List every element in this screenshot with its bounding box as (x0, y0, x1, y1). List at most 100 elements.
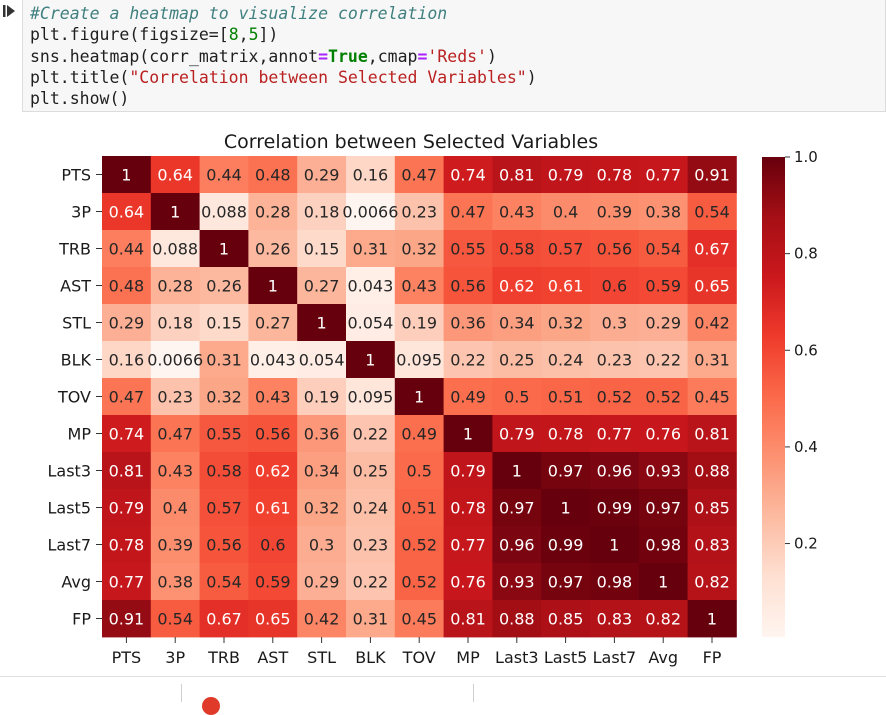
cell-annotation: 0.47 (109, 388, 145, 407)
heatmap-cell (638, 415, 688, 453)
cell-annotation: 0.22 (450, 351, 486, 370)
heatmap-cell (394, 526, 444, 564)
heatmap-cell (590, 193, 640, 231)
cell-annotation: 0.54 (206, 573, 242, 592)
heatmap-cell (443, 378, 493, 416)
cell-annotation: 0.5 (406, 462, 431, 481)
cell-annotation: 0.47 (157, 425, 193, 444)
cell-annotation: 0.81 (450, 610, 486, 629)
code-cell[interactable]: #Create a heatmap to visualize correlati… (0, 0, 886, 116)
cell-annotation: 0.043 (250, 351, 296, 370)
code-token: plt.show() (30, 89, 130, 109)
cell-annotation: 1 (609, 536, 619, 555)
heatmap-cell (346, 230, 396, 268)
heatmap-cell (492, 415, 542, 453)
heatmap-cell (492, 563, 542, 601)
code-editor[interactable]: #Create a heatmap to visualize correlati… (22, 0, 886, 112)
code-token: sns.heatmap(corr_matrix,annot (30, 46, 319, 66)
heatmap-cell (443, 600, 493, 638)
heatmap-cell (492, 452, 542, 490)
heatmap-cell (687, 415, 737, 453)
heatmap-cell (248, 267, 298, 305)
cell-annotation: 0.32 (548, 314, 584, 333)
cell-annotation: 0.65 (694, 277, 730, 296)
cell-annotation: 0.52 (401, 573, 437, 592)
cell-annotation: 0.31 (206, 351, 242, 370)
cell-annotation: 0.34 (499, 314, 535, 333)
heatmap-cell (492, 193, 542, 231)
heatmap-cell (199, 304, 249, 342)
cell-annotation: 0.47 (450, 203, 486, 222)
heatmap-cell (443, 341, 493, 379)
cell-annotation: 0.57 (548, 240, 584, 259)
heatmap-cell (394, 156, 444, 194)
heatmap-cell (590, 267, 640, 305)
cell-annotation: 0.96 (597, 462, 633, 481)
cell-annotation: 0.31 (353, 240, 389, 259)
cell-annotation: 0.3 (309, 536, 334, 555)
heatmap-cell (394, 378, 444, 416)
cell-annotation: 0.15 (304, 240, 340, 259)
cell-annotation: 1 (170, 203, 180, 222)
run-cell-icon[interactable] (2, 3, 16, 17)
heatmap-figure: Correlation between Selected Variables 1… (47, 131, 817, 667)
code-string: "Correlation between Selected Variables" (129, 67, 527, 87)
heatmap-cell (687, 563, 737, 601)
heatmap-cell (590, 156, 640, 194)
heatmap-cell (248, 156, 298, 194)
cell-annotation: 0.62 (499, 277, 535, 296)
heatmap-cell (590, 341, 640, 379)
heatmap-cell (248, 526, 298, 564)
cell-annotation: 1 (707, 610, 717, 629)
cell-annotation: 0.095 (347, 388, 393, 407)
heatmap-cell (687, 489, 737, 527)
cell-annotation: 0.81 (694, 425, 730, 444)
heatmap-cell (150, 600, 200, 638)
y-tick-label: Last5 (47, 499, 91, 518)
heatmap-cells (102, 156, 737, 638)
heatmap-cell (394, 267, 444, 305)
heatmap-cell (346, 193, 396, 231)
cell-annotation: 0.61 (548, 277, 584, 296)
cell-annotation: 1 (463, 425, 473, 444)
heatmap-cell (638, 304, 688, 342)
cell-annotation: 0.81 (499, 166, 535, 185)
heatmap-cell (297, 489, 347, 527)
heatmap-cell (199, 452, 249, 490)
cell-annotation: 0.43 (255, 388, 291, 407)
cell-annotation: 0.54 (645, 240, 681, 259)
cell-annotation: 0.15 (206, 314, 242, 333)
cell-annotation: 0.27 (304, 277, 340, 296)
heatmap-cell (443, 452, 493, 490)
cell-annotation: 0.28 (157, 277, 193, 296)
heatmap-cell (199, 489, 249, 527)
heatmap-cell (638, 526, 688, 564)
heatmap-cell (199, 526, 249, 564)
heatmap-cell (102, 600, 152, 638)
y-tick-label: AST (60, 277, 91, 296)
cell-annotation: 0.56 (597, 240, 633, 259)
cell-annotation: 1 (121, 166, 131, 185)
y-tick-label: MP (68, 425, 92, 444)
heatmap-cell (199, 156, 249, 194)
cell-annotation: 0.3 (602, 314, 627, 333)
heatmap-cell (541, 156, 591, 194)
cell-annotation: 0.99 (548, 536, 584, 555)
cell-annotation: 0.18 (157, 314, 193, 333)
heatmap-cell (394, 415, 444, 453)
y-tick-label: FP (72, 610, 91, 629)
cell-annotation: 0.65 (255, 610, 291, 629)
cell-annotation: 0.99 (597, 499, 633, 518)
heatmap-cell (102, 193, 152, 231)
heatmap-cell (150, 304, 200, 342)
cell-annotation: 1 (561, 499, 571, 518)
x-tick-label: MP (456, 648, 480, 667)
code-number: 8 (228, 25, 239, 45)
cell-annotation: 0.26 (255, 240, 291, 259)
cell-annotation: 0.43 (401, 277, 437, 296)
cell-annotation: 0.79 (450, 462, 486, 481)
cell-annotation: 0.18 (304, 203, 340, 222)
heatmap-cell (638, 378, 688, 416)
code-string: 'Reds' (427, 46, 487, 66)
cell-annotation: 0.78 (548, 425, 584, 444)
